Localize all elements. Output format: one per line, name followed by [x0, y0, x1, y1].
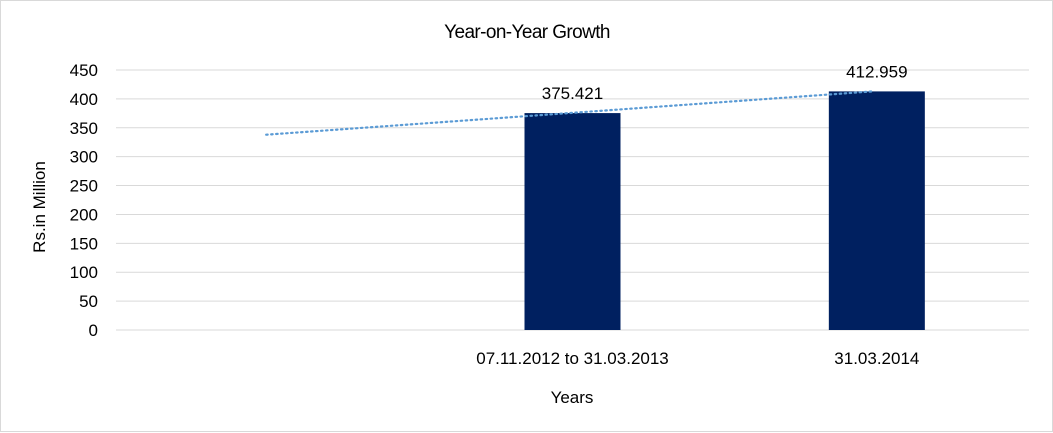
- trendline-path: [265, 90, 874, 136]
- data-label: 412.959: [846, 62, 907, 81]
- bar-2: [524, 113, 621, 330]
- y-tick-label: 250: [70, 177, 98, 196]
- bar-3: [828, 91, 925, 331]
- y-tick-label: 100: [70, 263, 98, 282]
- trendline: [265, 90, 874, 136]
- y-tick-label: 350: [70, 119, 98, 138]
- y-tick-label: 150: [70, 234, 98, 253]
- y-tick-label: 300: [70, 148, 98, 167]
- chart-title: Year-on-Year Growth: [444, 22, 610, 43]
- bars: [524, 91, 925, 331]
- y-tick-label: 200: [70, 205, 98, 224]
- y-tick-label: 450: [70, 61, 98, 80]
- x-axis-label: Years: [551, 388, 594, 407]
- data-labels: 375.421 412.959: [542, 62, 908, 103]
- x-axis-categories: 07.11.2012 to 31.03.2013 31.03.2014: [476, 349, 919, 368]
- y-axis-ticks: 0 50 100 150 200 250 300 350 400 450: [70, 61, 98, 340]
- y-tick-label: 50: [79, 292, 98, 311]
- x-category-label: 07.11.2012 to 31.03.2013: [476, 349, 669, 368]
- y-axis-label: Rs.in Million: [30, 161, 49, 253]
- y-tick-label: 400: [70, 90, 98, 109]
- y-tick-label: 0: [89, 321, 98, 340]
- x-category-label: 31.03.2014: [834, 349, 919, 368]
- data-label: 375.421: [542, 84, 603, 103]
